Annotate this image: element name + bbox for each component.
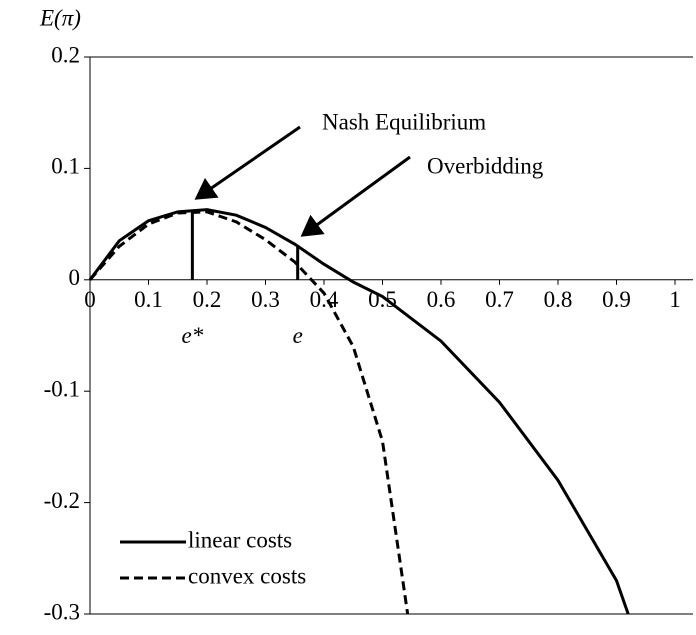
x-tick-label: 0.4 <box>310 287 339 312</box>
arrow <box>300 155 411 237</box>
y-axis-label: E(π) <box>39 5 81 30</box>
legend-label: convex costs <box>188 563 306 588</box>
x-tick-label: 1 <box>669 287 681 312</box>
legend-label: linear costs <box>188 527 292 552</box>
y-tick-label: -0.2 <box>44 488 80 513</box>
x-tick-label: 0.9 <box>602 287 631 312</box>
x-tick-label: 0.1 <box>134 287 163 312</box>
y-tick-label: 0 <box>69 265 81 290</box>
y-tick-label: 0.1 <box>51 154 80 179</box>
marker-label: e* <box>182 323 204 348</box>
x-tick-label: 0.7 <box>485 287 514 312</box>
x-tick-label: 0.2 <box>193 287 222 312</box>
arrow <box>194 125 301 200</box>
line <box>88 210 410 615</box>
x-tick-label: 0.6 <box>427 287 456 312</box>
annotation: Overbidding <box>427 153 544 178</box>
annotation: Nash Equilibrium <box>322 109 486 134</box>
x-tick-label: 0.8 <box>544 287 573 312</box>
x-tick-label: 0.3 <box>251 287 280 312</box>
y-tick-label: -0.3 <box>44 599 80 624</box>
y-tick-label: 0.2 <box>51 42 80 67</box>
line <box>88 208 630 615</box>
marker-label: e <box>293 323 303 348</box>
x-tick-label: 0 <box>84 287 96 312</box>
y-tick-label: -0.1 <box>44 376 80 401</box>
